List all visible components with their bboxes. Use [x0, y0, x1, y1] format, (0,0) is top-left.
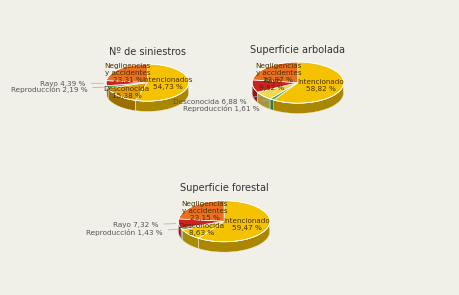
Text: Desconocida
8,63 %: Desconocida 8,63 % [178, 223, 224, 236]
Polygon shape [106, 81, 147, 86]
Polygon shape [181, 221, 224, 230]
Text: Superficie arbolada: Superficie arbolada [250, 45, 345, 55]
Ellipse shape [178, 211, 269, 252]
Polygon shape [257, 92, 269, 109]
Text: Intencionados
54,73 %: Intencionados 54,73 % [142, 78, 193, 91]
Polygon shape [182, 221, 224, 238]
Polygon shape [108, 88, 135, 111]
Polygon shape [198, 201, 269, 242]
Text: Rayo 4,39 %: Rayo 4,39 % [40, 81, 103, 86]
Text: Intencionado
58,82 %: Intencionado 58,82 % [297, 79, 343, 92]
Text: Negligencias
y accidentes
23,31 %: Negligencias y accidentes 23,31 % [104, 63, 151, 83]
Polygon shape [178, 201, 224, 221]
Text: Negligencias
y accidentes
23,15 %: Negligencias y accidentes 23,15 % [181, 201, 227, 221]
Polygon shape [106, 64, 147, 83]
Polygon shape [257, 83, 297, 99]
Polygon shape [252, 62, 297, 83]
Polygon shape [273, 62, 343, 103]
Ellipse shape [252, 72, 343, 114]
Polygon shape [269, 99, 273, 110]
Polygon shape [108, 83, 147, 100]
Text: Desconocida 6,88 %: Desconocida 6,88 % [173, 96, 259, 106]
Polygon shape [106, 86, 108, 99]
Polygon shape [106, 83, 147, 88]
Text: Nº de siniestros: Nº de siniestros [109, 47, 185, 57]
Polygon shape [269, 83, 297, 100]
Text: Rayo
9,82 %: Rayo 9,82 % [258, 78, 284, 91]
Polygon shape [181, 228, 182, 240]
Polygon shape [182, 230, 198, 249]
Text: Negligencias
y accidentes
22,87 %: Negligencias y accidentes 22,87 % [255, 63, 301, 83]
Polygon shape [135, 84, 188, 112]
Text: Superficie forestal: Superficie forestal [179, 183, 268, 193]
Polygon shape [252, 83, 257, 102]
Ellipse shape [106, 74, 188, 112]
Text: Rayo 7,32 %: Rayo 7,32 % [112, 222, 175, 228]
Text: Reproducción 2,19 %: Reproducción 2,19 % [11, 86, 104, 93]
Text: Intencionado
59,47 %: Intencionado 59,47 % [223, 218, 269, 231]
Text: Reproducción 1,43 %: Reproducción 1,43 % [86, 229, 179, 237]
Text: Desconocida
15,38 %: Desconocida 15,38 % [103, 86, 149, 99]
Polygon shape [178, 222, 181, 239]
Polygon shape [273, 84, 343, 114]
Text: Reproducción 1,61 %: Reproducción 1,61 % [183, 100, 269, 112]
Polygon shape [198, 223, 269, 252]
Polygon shape [178, 219, 224, 228]
Polygon shape [252, 80, 297, 92]
Polygon shape [135, 64, 188, 101]
